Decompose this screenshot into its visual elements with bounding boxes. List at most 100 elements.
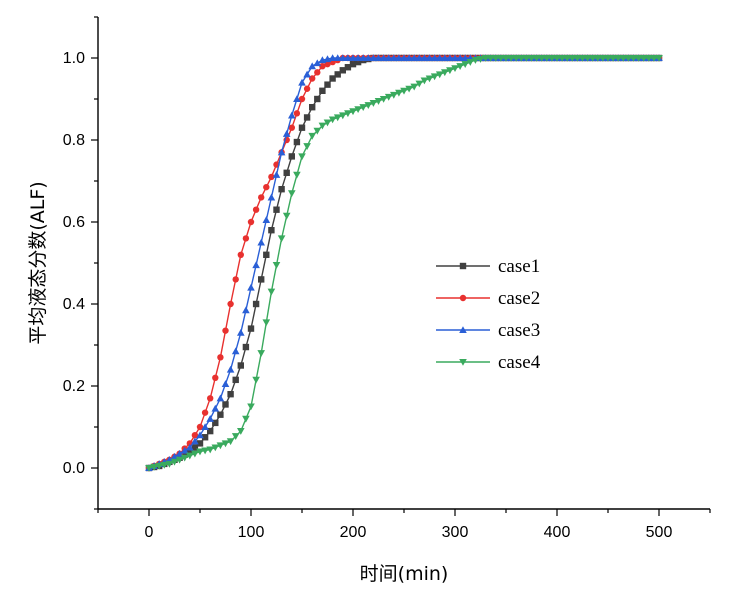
data-point: [441, 69, 449, 77]
data-point: [252, 300, 260, 308]
series-layer: [145, 54, 663, 472]
data-point: [191, 437, 199, 445]
data-point: [364, 102, 373, 109]
data-point: [328, 116, 337, 124]
x-tick-label: 500: [646, 524, 673, 541]
data-point: [221, 380, 230, 387]
data-point: [328, 54, 337, 62]
data-point: [435, 54, 444, 62]
data-point: [384, 93, 393, 101]
data-point: [247, 218, 255, 226]
data-point: [211, 404, 220, 412]
data-point: [252, 376, 260, 384]
data-point: [262, 216, 271, 223]
data-point: [268, 173, 275, 181]
data-point: [354, 106, 362, 114]
data-point: [599, 54, 607, 62]
data-point: [196, 448, 204, 456]
data-point: [609, 54, 617, 62]
data-point: [298, 153, 306, 161]
data-point: [170, 452, 179, 460]
legend-marker-case4: [459, 358, 467, 366]
data-point: [451, 65, 459, 73]
y-tick-label: 0.2: [63, 378, 85, 395]
data-point: [237, 328, 245, 336]
legend: case1 case2 case3 case4: [436, 256, 541, 373]
data-point: [252, 261, 260, 269]
data-point: [323, 119, 332, 127]
data-point: [206, 415, 214, 422]
data-point: [212, 374, 219, 381]
data-point: [191, 450, 199, 458]
data-point: [583, 54, 592, 62]
data-point: [201, 447, 209, 455]
x-tick-label: 0: [145, 524, 154, 541]
data-point: [282, 212, 291, 220]
data-point: [512, 54, 520, 62]
data-point: [517, 54, 526, 62]
data-point: [374, 98, 383, 105]
data-point: [298, 124, 306, 131]
data-point: [344, 64, 352, 71]
data-point: [191, 432, 199, 439]
data-point: [288, 111, 296, 119]
x-tick-label: 100: [238, 524, 265, 541]
data-point: [532, 54, 541, 62]
data-point: [471, 57, 480, 64]
data-point: [604, 54, 612, 62]
data-point: [222, 401, 229, 408]
data-point: [206, 446, 214, 454]
data-point: [298, 78, 306, 86]
x-tick-label: 200: [340, 524, 367, 541]
data-point: [359, 104, 367, 111]
data-point: [319, 87, 326, 94]
data-point: [201, 423, 209, 431]
series-case4: [145, 54, 663, 472]
data-point: [288, 153, 295, 160]
data-point: [594, 54, 602, 62]
data-point: [237, 428, 245, 435]
data-point: [196, 440, 204, 447]
data-point: [415, 80, 424, 88]
legend-label-case2: case2: [498, 288, 540, 309]
data-point: [288, 190, 296, 198]
data-point: [446, 67, 454, 75]
x-tick-label: 400: [544, 524, 571, 541]
data-point: [288, 124, 295, 131]
data-point: [364, 54, 373, 62]
data-point: [614, 54, 622, 62]
data-point: [379, 95, 388, 103]
data-point: [242, 235, 250, 242]
data-point: [313, 127, 322, 135]
data-point: [308, 62, 316, 70]
data-point: [258, 276, 265, 283]
data-point: [629, 54, 638, 62]
data-point: [339, 54, 347, 62]
data-point: [293, 138, 301, 146]
data-point: [216, 442, 225, 450]
data-point: [430, 73, 439, 81]
data-point: [369, 100, 378, 107]
data-point: [655, 54, 663, 62]
data-point: [232, 376, 239, 384]
data-point: [558, 54, 566, 62]
data-point: [272, 262, 281, 269]
data-point: [314, 69, 321, 76]
data-point: [573, 54, 582, 62]
data-point: [155, 462, 163, 470]
data-point: [369, 54, 378, 62]
data-point: [226, 438, 235, 446]
data-point: [466, 59, 475, 66]
data-point: [247, 325, 255, 332]
data-point: [451, 54, 459, 62]
data-point: [543, 54, 551, 62]
data-point: [150, 463, 158, 471]
data-point: [441, 54, 449, 62]
data-point: [293, 171, 301, 179]
data-point: [309, 75, 316, 82]
data-point: [263, 183, 270, 191]
data-point: [272, 171, 281, 178]
data-point: [186, 443, 194, 451]
data-point: [232, 276, 239, 283]
data-point: [231, 433, 240, 441]
